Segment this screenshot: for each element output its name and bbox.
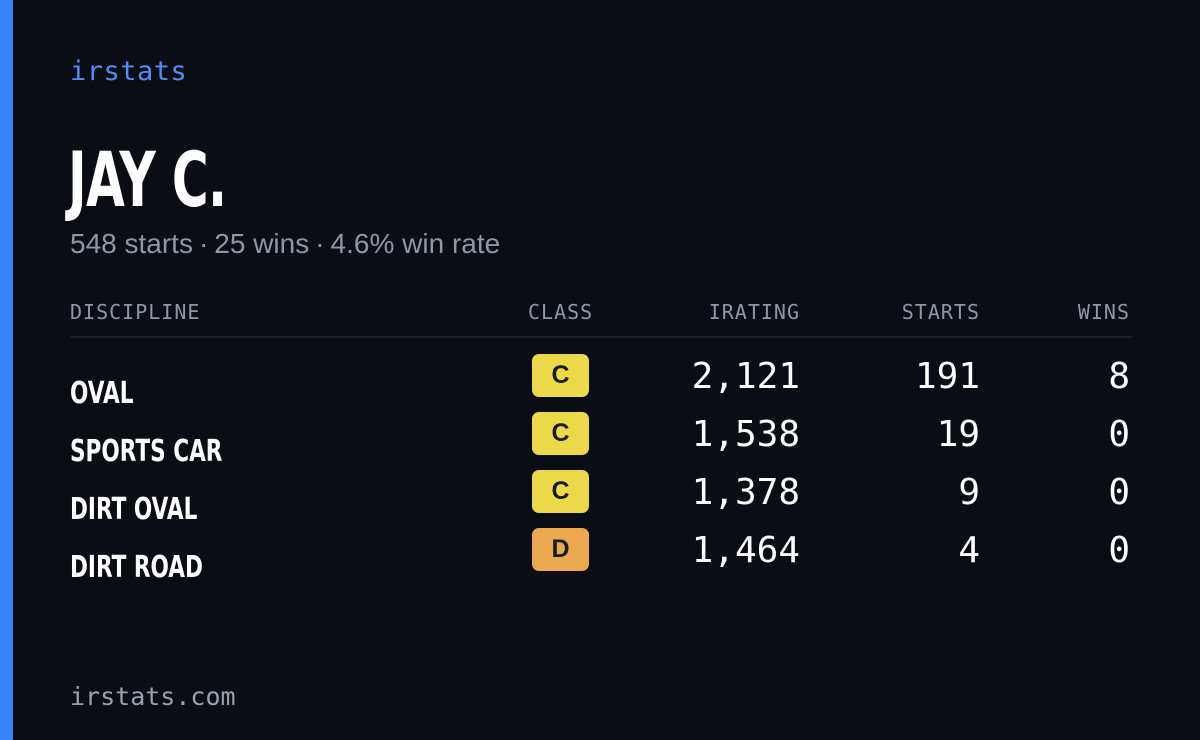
header-class: CLASS [528,300,594,324]
table-row: OVAL C 2,121 191 8 [70,352,1132,411]
player-name: JAY C. [68,135,227,224]
class-badge: C [532,470,589,513]
discipline-name: SPORTS CAR [70,434,223,469]
irating-value: 1,464 [691,530,800,571]
table-row: DIRT ROAD D 1,464 4 0 [70,526,1132,585]
header-irating: IRATING [708,300,800,324]
irating-value: 1,378 [691,472,800,513]
wins-value: 8 [1108,356,1130,397]
wins-value: 0 [1108,414,1130,455]
summary-starts: 548 starts [70,228,193,259]
irating-value: 2,121 [691,356,800,397]
starts-value: 4 [958,530,980,571]
header-discipline: DISCIPLINE [70,300,201,324]
starts-value: 19 [936,414,980,455]
table-header: DISCIPLINE CLASS IRATING STARTS WINS [70,296,1132,338]
player-summary: 548 starts · 25 wins · 4.6% win rate [70,228,500,260]
class-badge: D [532,528,589,571]
table-row: DIRT OVAL C 1,378 9 0 [70,468,1132,527]
summary-separator: · [198,228,209,259]
footer-url: irstats.com [70,682,236,711]
discipline-name: DIRT ROAD [70,550,203,585]
header-wins: WINS [1077,300,1130,324]
wins-value: 0 [1108,530,1130,571]
wins-value: 0 [1108,472,1130,513]
starts-value: 191 [914,356,980,397]
brand-logo: irstats [70,56,188,87]
discipline-name: OVAL [70,376,134,411]
accent-bar [0,0,13,740]
starts-value: 9 [958,472,980,513]
summary-wins: 25 wins [214,228,310,259]
class-badge: C [532,354,589,397]
class-badge: C [532,412,589,455]
irating-value: 1,538 [691,414,800,455]
stats-table: DISCIPLINE CLASS IRATING STARTS WINS OVA… [70,296,1132,585]
summary-win-rate: 4.6% win rate [330,228,501,259]
header-starts: STARTS [901,300,980,324]
summary-separator: · [315,228,325,259]
discipline-name: DIRT OVAL [70,492,198,527]
table-row: SPORTS CAR C 1,538 19 0 [70,410,1132,469]
